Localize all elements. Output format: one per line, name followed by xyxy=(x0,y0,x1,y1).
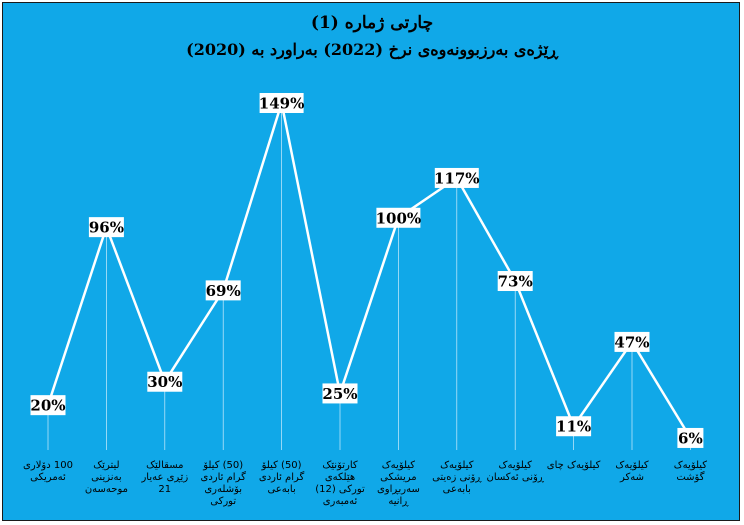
data-label-text: 96% xyxy=(89,219,124,237)
category-label: کیلۆیەک شەکر xyxy=(615,460,649,483)
series-line xyxy=(46,102,692,439)
value-labels: 20% 96% 30% 69% 149% 25% 100% 117% 73% 11% 47% 6% xyxy=(30,93,704,448)
data-label-text: 6% xyxy=(678,429,703,447)
data-label-box xyxy=(614,331,650,352)
category-label: کیلۆیەک ڕۆنی ئەکسان xyxy=(486,460,544,483)
data-label-text: 25% xyxy=(322,385,357,403)
data-label: 96% xyxy=(88,217,124,238)
data-label: 73% xyxy=(497,271,533,292)
data-label: 25% xyxy=(322,383,358,404)
data-label-text: 100% xyxy=(376,209,422,227)
category-label: (50) کیلۆ گرام ئاردی بۆشلەری تورکی xyxy=(201,460,247,507)
data-label-text: 117% xyxy=(434,169,480,187)
data-label: 11% xyxy=(556,416,592,437)
category-labels: 100 دۆلاری ئەمریکی لیترێک بەنزینی موحەسەن مسق… xyxy=(23,460,707,507)
data-label-text: 47% xyxy=(614,333,649,351)
category-label: لیترێک بەنزینی موحەسەن xyxy=(85,460,128,495)
data-label: 149% xyxy=(259,93,305,113)
category-label: کیلۆیەک گۆشت xyxy=(674,460,708,483)
chart-subtitle: ڕێژەی بەرزبوونەوەی نرخ (2022) بەراورد بە… xyxy=(186,40,559,60)
chart-title: چارتی ژمارە (1) xyxy=(311,13,433,33)
data-label: 69% xyxy=(205,280,241,301)
data-label-box xyxy=(259,93,304,113)
data-label-box xyxy=(205,280,241,301)
data-label-box xyxy=(88,217,124,238)
category-label: کیلۆیەک مریشکی سەربڕاوی ڕانیە xyxy=(377,460,420,507)
category-label: کارتۆنێک هێلکەی تورکی (12) ئەمبەری xyxy=(315,460,365,507)
data-label-text: 73% xyxy=(498,273,533,291)
category-label: مسقالێک زێڕی عەیار 21 xyxy=(140,460,188,495)
data-label-box xyxy=(147,371,183,392)
data-label-box xyxy=(376,207,421,228)
data-label-text: 11% xyxy=(556,418,591,436)
data-label-box xyxy=(30,395,66,416)
drop-lines xyxy=(47,103,691,450)
data-label: 47% xyxy=(614,331,650,352)
data-label-text: 30% xyxy=(147,373,182,391)
category-label: (50) کیلۆ گرام ئاردی بابەعی xyxy=(259,460,305,495)
data-label-text: 69% xyxy=(206,282,241,300)
category-label: 100 دۆلاری ئەمریکی xyxy=(23,460,73,483)
data-label: 100% xyxy=(376,207,422,228)
data-label: 117% xyxy=(434,167,480,188)
category-label: کیلۆیەک ڕۆنی زەیتی بابەعی xyxy=(432,460,482,495)
data-label-box xyxy=(556,416,592,437)
data-label: 30% xyxy=(147,371,183,392)
data-label-box xyxy=(322,383,358,404)
data-label-box xyxy=(434,167,479,188)
data-label-text: 20% xyxy=(30,397,65,415)
data-label: 6% xyxy=(677,427,704,448)
data-label-box xyxy=(677,427,704,448)
data-label-box xyxy=(497,271,533,292)
data-label: 20% xyxy=(30,395,66,416)
data-label-text: 149% xyxy=(259,95,305,113)
category-label: کیلۆیەک چای xyxy=(547,460,601,471)
